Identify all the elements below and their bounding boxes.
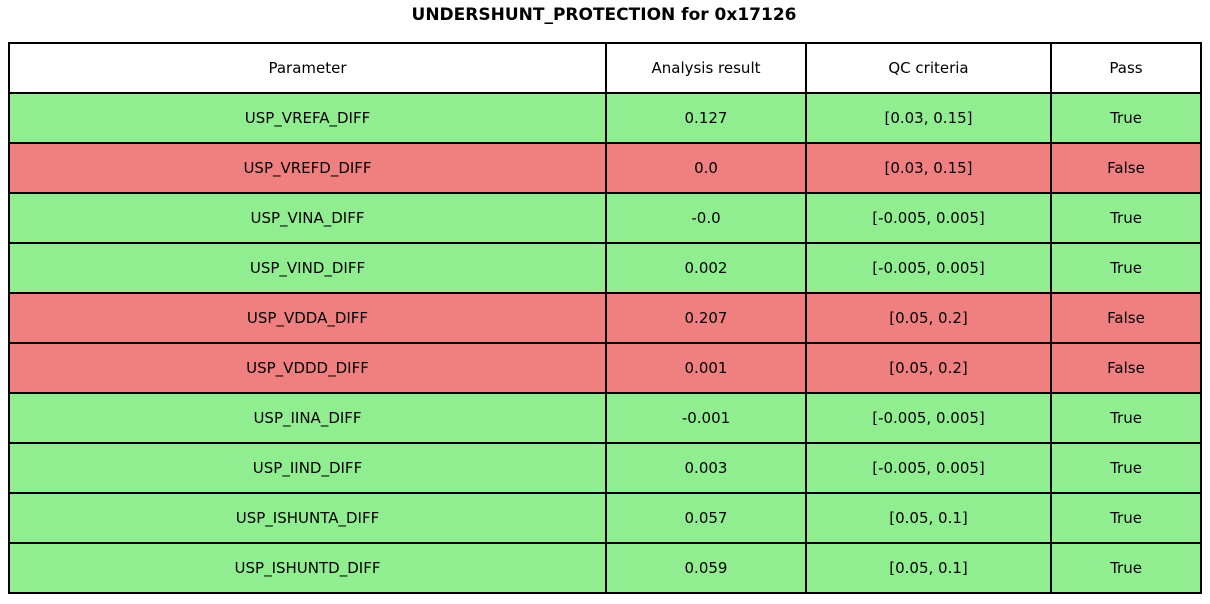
cell-analysis-result: -0.0 xyxy=(605,192,807,244)
cell-pass: True xyxy=(1050,492,1202,544)
table-row: USP_ISHUNTA_DIFF 0.057 [0.05, 0.1] True xyxy=(8,492,1202,544)
cell-parameter: USP_VREFA_DIFF xyxy=(8,92,607,144)
cell-qc-criteria: [-0.005, 0.005] xyxy=(805,442,1052,494)
table-body: USP_VREFA_DIFF 0.127 [0.03, 0.15] True U… xyxy=(8,92,1202,594)
cell-analysis-result: 0.207 xyxy=(605,292,807,344)
cell-parameter: USP_ISHUNTA_DIFF xyxy=(8,492,607,544)
qc-results-table: Parameter Analysis result QC criteria Pa… xyxy=(8,42,1202,594)
cell-parameter: USP_VDDA_DIFF xyxy=(8,292,607,344)
table-row: USP_IINA_DIFF -0.001 [-0.005, 0.005] Tru… xyxy=(8,392,1202,444)
cell-qc-criteria: [0.05, 0.2] xyxy=(805,342,1052,394)
cell-pass: False xyxy=(1050,342,1202,394)
table-row: USP_VINA_DIFF -0.0 [-0.005, 0.005] True xyxy=(8,192,1202,244)
cell-parameter: USP_VINA_DIFF xyxy=(8,192,607,244)
column-header-parameter: Parameter xyxy=(8,42,607,94)
cell-qc-criteria: [-0.005, 0.005] xyxy=(805,192,1052,244)
column-header-analysis-result: Analysis result xyxy=(605,42,807,94)
cell-qc-criteria: [-0.005, 0.005] xyxy=(805,392,1052,444)
cell-pass: True xyxy=(1050,192,1202,244)
cell-analysis-result: 0.003 xyxy=(605,442,807,494)
cell-parameter: USP_VDDD_DIFF xyxy=(8,342,607,394)
cell-pass: True xyxy=(1050,542,1202,594)
cell-analysis-result: 0.001 xyxy=(605,342,807,394)
cell-pass: True xyxy=(1050,92,1202,144)
cell-qc-criteria: [0.05, 0.2] xyxy=(805,292,1052,344)
cell-qc-criteria: [0.05, 0.1] xyxy=(805,492,1052,544)
table-row: USP_VIND_DIFF 0.002 [-0.005, 0.005] True xyxy=(8,242,1202,294)
cell-pass: True xyxy=(1050,392,1202,444)
cell-parameter: USP_VIND_DIFF xyxy=(8,242,607,294)
table-row: USP_VDDD_DIFF 0.001 [0.05, 0.2] False xyxy=(8,342,1202,394)
cell-parameter: USP_ISHUNTD_DIFF xyxy=(8,542,607,594)
cell-qc-criteria: [-0.005, 0.005] xyxy=(805,242,1052,294)
column-header-qc-criteria: QC criteria xyxy=(805,42,1052,94)
cell-parameter: USP_VREFD_DIFF xyxy=(8,142,607,194)
cell-parameter: USP_IINA_DIFF xyxy=(8,392,607,444)
cell-pass: False xyxy=(1050,142,1202,194)
cell-parameter: USP_IIND_DIFF xyxy=(8,442,607,494)
cell-analysis-result: -0.001 xyxy=(605,392,807,444)
table-row: USP_ISHUNTD_DIFF 0.059 [0.05, 0.1] True xyxy=(8,542,1202,594)
cell-analysis-result: 0.0 xyxy=(605,142,807,194)
table-header: Parameter Analysis result QC criteria Pa… xyxy=(8,42,1202,94)
cell-analysis-result: 0.057 xyxy=(605,492,807,544)
page-title: UNDERSHUNT_PROTECTION for 0x17126 xyxy=(411,5,797,25)
table-row: USP_VREFA_DIFF 0.127 [0.03, 0.15] True xyxy=(8,92,1202,144)
cell-qc-criteria: [0.05, 0.1] xyxy=(805,542,1052,594)
cell-analysis-result: 0.002 xyxy=(605,242,807,294)
table-row: USP_VDDA_DIFF 0.207 [0.05, 0.2] False xyxy=(8,292,1202,344)
cell-qc-criteria: [0.03, 0.15] xyxy=(805,142,1052,194)
cell-analysis-result: 0.127 xyxy=(605,92,807,144)
cell-qc-criteria: [0.03, 0.15] xyxy=(805,92,1052,144)
table-row: USP_VREFD_DIFF 0.0 [0.03, 0.15] False xyxy=(8,142,1202,194)
cell-analysis-result: 0.059 xyxy=(605,542,807,594)
header-row: Parameter Analysis result QC criteria Pa… xyxy=(8,42,1202,94)
cell-pass: True xyxy=(1050,442,1202,494)
cell-pass: True xyxy=(1050,242,1202,294)
table-row: USP_IIND_DIFF 0.003 [-0.005, 0.005] True xyxy=(8,442,1202,494)
cell-pass: False xyxy=(1050,292,1202,344)
column-header-pass: Pass xyxy=(1050,42,1202,94)
